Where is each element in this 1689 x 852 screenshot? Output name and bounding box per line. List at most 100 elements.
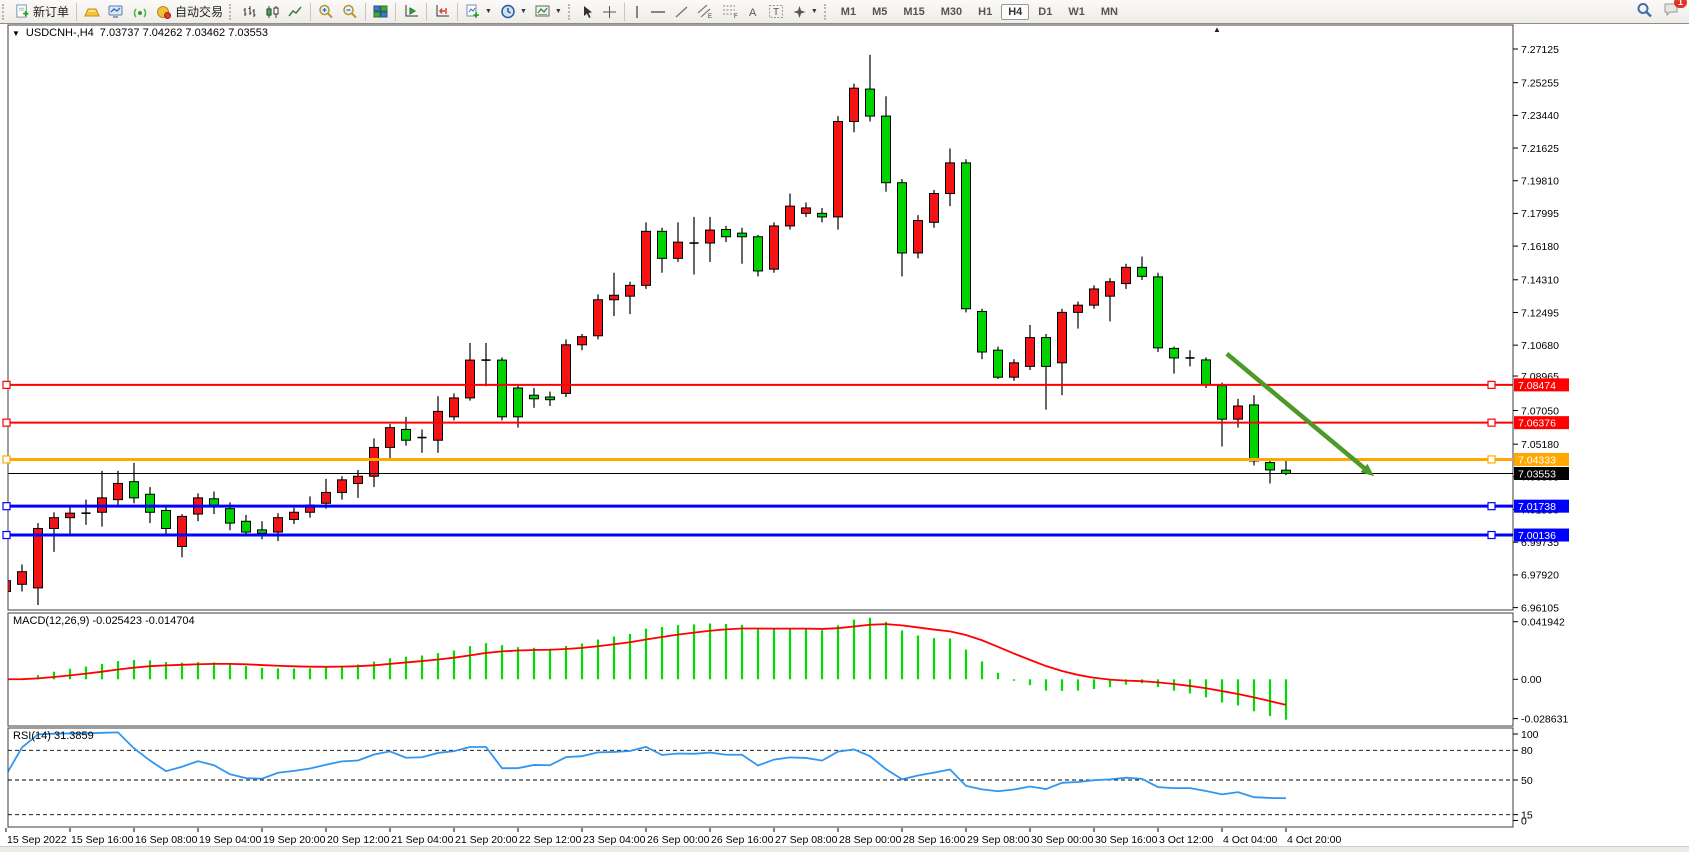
candlestick [1105, 281, 1115, 297]
svg-text:7.14310: 7.14310 [1521, 275, 1559, 287]
chart-shift-button[interactable] [430, 1, 454, 22]
chart-symbol: USDCNH-,H4 [25, 27, 94, 39]
line-chart-button[interactable] [284, 1, 307, 22]
candlestick [1265, 462, 1275, 471]
cursor-button[interactable] [577, 1, 598, 22]
svg-text:22 Sep 12:00: 22 Sep 12:00 [519, 834, 582, 846]
svg-text:6.96105: 6.96105 [1521, 602, 1559, 614]
fibonacci-button[interactable]: F [718, 1, 743, 22]
arrows-tool-button[interactable]: ▼ [788, 1, 822, 22]
macd-signal-line [8, 623, 1287, 706]
timeframe-group: M1 M5 M15 M30 H1 H4 D1 W1 MN [833, 3, 1126, 20]
candlestick [369, 446, 379, 477]
candlestick [545, 396, 555, 401]
gold-button[interactable] [80, 1, 104, 22]
chart-ohlc: 7.03737 7.04262 7.03462 7.03553 [99, 27, 268, 39]
timeframe-w1[interactable]: W1 [1068, 5, 1085, 18]
svg-text:0.00: 0.00 [1521, 674, 1542, 686]
svg-text:29 Sep 08:00: 29 Sep 08:00 [967, 834, 1030, 846]
new-order-button[interactable]: 新订单 [11, 1, 73, 22]
timeframe-m15[interactable]: M15 [903, 5, 925, 18]
trendline-button[interactable] [670, 1, 693, 22]
candlestick [113, 482, 123, 501]
candlestick [721, 229, 731, 238]
vertical-line-button[interactable] [628, 1, 646, 22]
autotrade-button[interactable]: 自动交易 [152, 1, 227, 22]
toolbar-grip[interactable] [229, 3, 236, 20]
svg-text:7.06376: 7.06376 [1518, 418, 1556, 430]
timeframe-h1[interactable]: H1 [978, 5, 993, 18]
new-order-icon [15, 4, 30, 19]
tile-windows-button[interactable] [369, 1, 392, 22]
svg-text:7.01738: 7.01738 [1518, 501, 1556, 513]
timeframe-m5[interactable]: M5 [872, 5, 888, 18]
timeframe-mn[interactable]: MN [1100, 5, 1118, 18]
svg-text:4 Oct 04:00: 4 Oct 04:00 [1223, 834, 1277, 846]
auto-scroll-button[interactable] [399, 1, 423, 22]
candlestick [257, 529, 267, 534]
crosshair-button[interactable] [598, 1, 621, 22]
toolbar-grip[interactable] [567, 3, 575, 20]
indicators-button[interactable]: ▼ [461, 1, 496, 22]
candlestick [1073, 304, 1083, 313]
equidistant-channel-button[interactable]: E [693, 1, 718, 22]
text-label-button[interactable]: T [764, 1, 788, 22]
time-axis[interactable]: 15 Sep 2022 15 Sep 16:00 16 Sep 08:00 19 Se… [5, 828, 1341, 846]
templates-button[interactable]: ▼ [531, 1, 566, 22]
svg-text:7.10680: 7.10680 [1521, 340, 1559, 352]
candlestick [17, 571, 27, 585]
search-icon[interactable] [1636, 2, 1653, 21]
svg-text:26 Sep 00:00: 26 Sep 00:00 [647, 834, 710, 846]
svg-text:50: 50 [1521, 775, 1533, 787]
rsi-axis: 100 80 50 150 [1513, 729, 1539, 827]
svg-text:19 Sep 20:00: 19 Sep 20:00 [263, 834, 326, 846]
candlestick [673, 241, 683, 259]
candlestick [289, 511, 299, 520]
candlestick-series [8, 54, 1291, 606]
timeframe-m30[interactable]: M30 [940, 5, 963, 18]
toolbar-right: 1 [1636, 0, 1687, 21]
notification-count-badge: 1 [1673, 0, 1687, 8]
svg-text:28 Sep 00:00: 28 Sep 00:00 [839, 834, 902, 846]
market-watch-button[interactable] [104, 1, 128, 22]
timeframe-d1[interactable]: D1 [1038, 5, 1053, 18]
text-button[interactable]: A [743, 1, 764, 22]
svg-text:21 Sep 04:00: 21 Sep 04:00 [391, 834, 454, 846]
bar-chart-button[interactable] [238, 1, 261, 22]
price-axis[interactable]: 7.27125 7.25255 7.23440 7.21625 7.19810 7.179… [1513, 44, 1559, 615]
candlestick [881, 115, 891, 184]
price-levels[interactable]: 7.08474 7.06376 7.04333 7.03553 7.01738 7.001… [2, 378, 1569, 542]
candlestick [273, 517, 283, 533]
candlestick [929, 193, 939, 223]
candlestick [129, 481, 139, 499]
periods-button[interactable]: ▼ [496, 1, 531, 22]
symbol-dropdown-icon[interactable]: ▼ [12, 28, 20, 38]
zoom-in-button[interactable] [314, 1, 338, 22]
zoom-out-button[interactable] [338, 1, 362, 22]
signals-button[interactable] [128, 1, 152, 22]
fibonacci-icon: F [722, 4, 739, 19]
toolbar-grip[interactable] [2, 3, 9, 20]
line-handle [2, 530, 11, 540]
line-handle [2, 502, 11, 511]
candlestick-chart-button[interactable] [261, 1, 284, 22]
scroll-to-end-marker[interactable]: ▲ [1213, 25, 1221, 34]
svg-text:100: 100 [1521, 729, 1539, 741]
toolbar-grip[interactable] [823, 3, 831, 20]
notifications-button[interactable]: 1 [1663, 0, 1687, 21]
svg-text:7.03553: 7.03553 [1518, 468, 1556, 480]
trend-arrow-annotation[interactable] [1225, 352, 1374, 477]
candlestick [177, 515, 187, 547]
line-handle [2, 380, 11, 389]
timeframe-h4[interactable]: H4 [1001, 3, 1030, 20]
candlestick [593, 299, 603, 337]
horizontal-line-button[interactable] [646, 1, 670, 22]
candlestick [241, 520, 251, 533]
timeframe-m1[interactable]: M1 [840, 5, 857, 18]
indicators-icon [465, 4, 481, 19]
line-handle [1487, 380, 1496, 389]
candlestick [945, 162, 955, 195]
rsi-line [8, 731, 1287, 800]
vertical-line-icon [632, 5, 642, 19]
